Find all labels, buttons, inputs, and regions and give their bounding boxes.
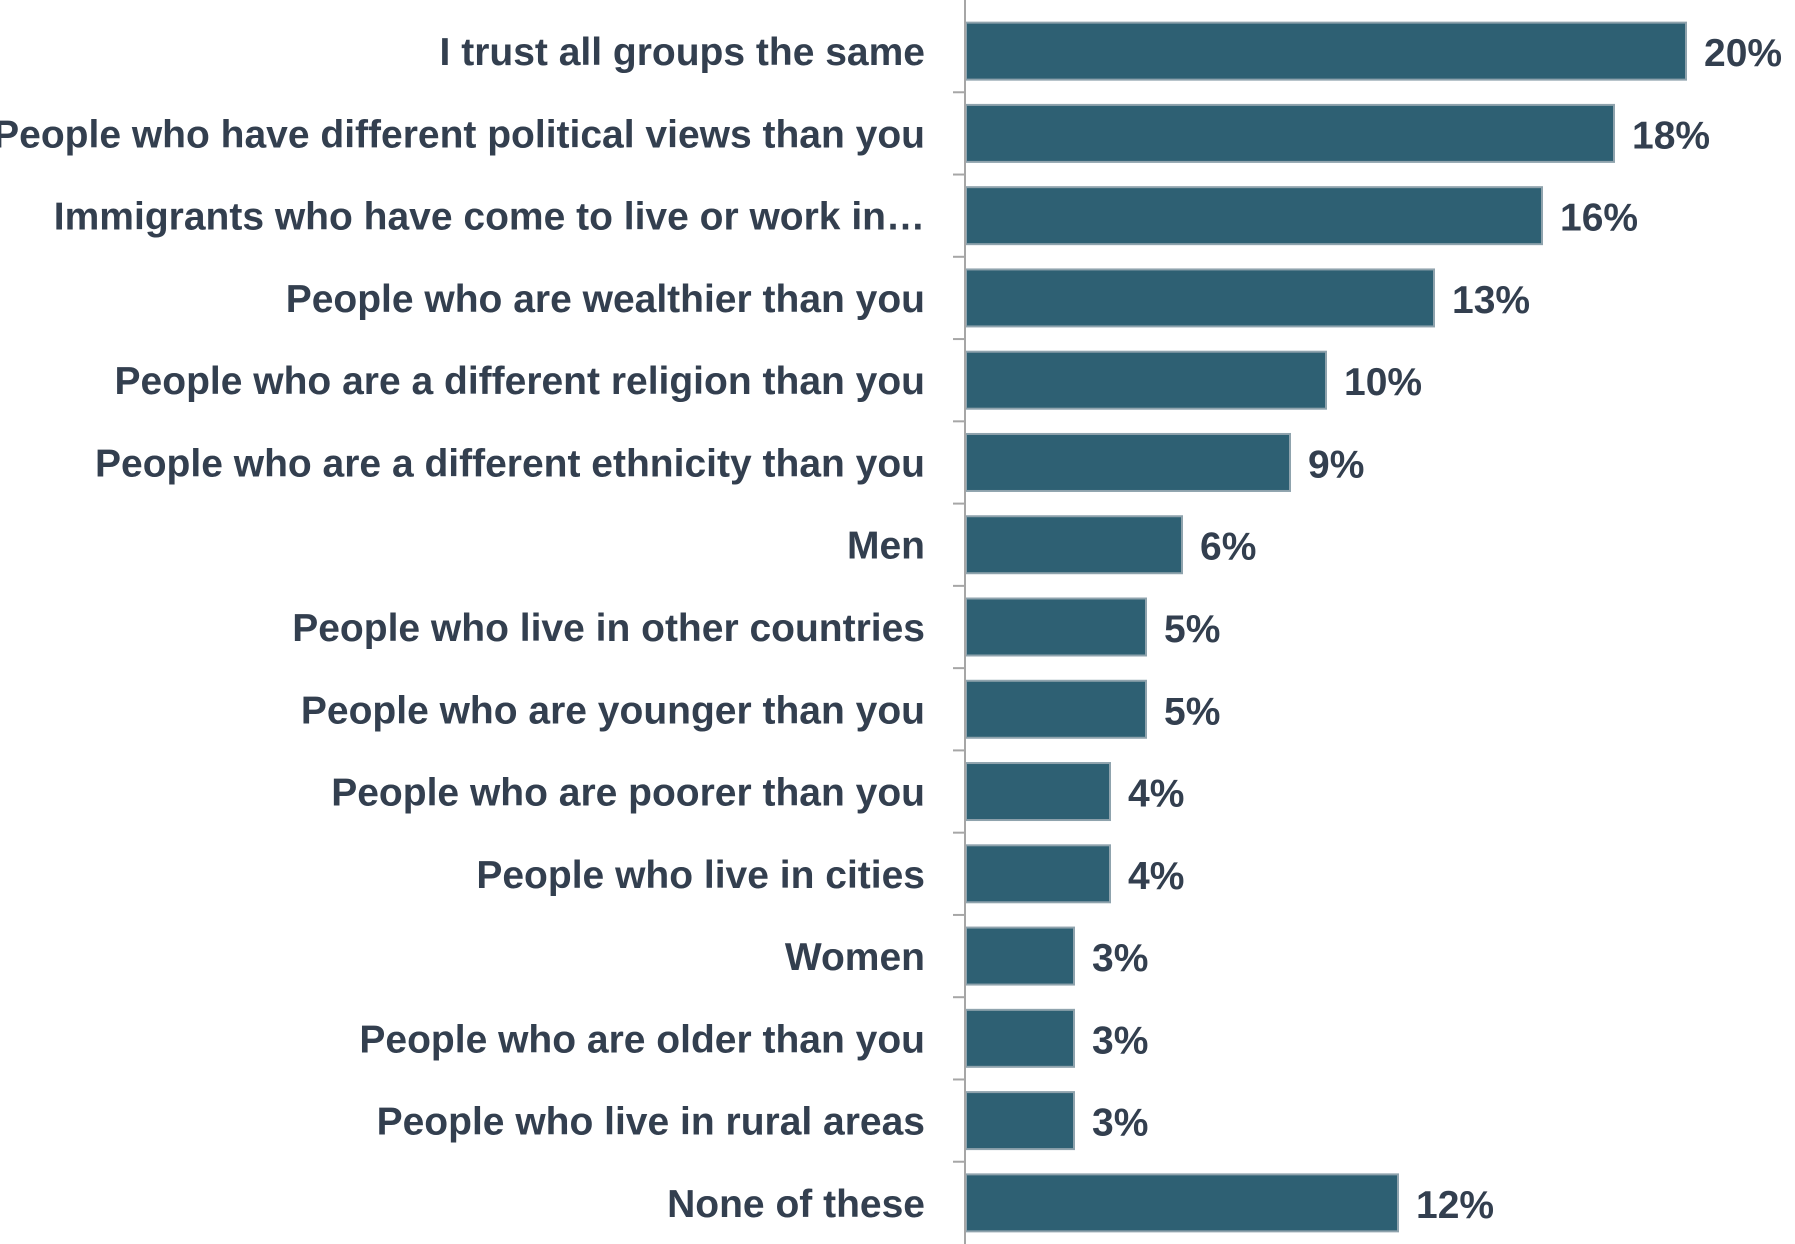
category-label: Women bbox=[785, 936, 925, 979]
bar bbox=[965, 186, 1543, 246]
value-label: 12% bbox=[1416, 1184, 1494, 1227]
bar bbox=[965, 679, 1147, 739]
bar bbox=[965, 1008, 1075, 1068]
bar bbox=[965, 844, 1111, 904]
value-label: 3% bbox=[1092, 1102, 1148, 1145]
category-label: People who have different political view… bbox=[0, 113, 925, 156]
category-label: People who live in rural areas bbox=[377, 1101, 925, 1144]
bar bbox=[965, 1091, 1075, 1151]
bar bbox=[965, 350, 1327, 410]
category-label: People who are a different ethnicity tha… bbox=[95, 442, 925, 485]
value-label: 5% bbox=[1164, 608, 1220, 651]
category-labels: I trust all groups the same People who ha… bbox=[0, 31, 925, 1226]
value-label: 3% bbox=[1092, 1019, 1148, 1062]
value-labels: 20% 18% 16% 13% 10% 9% 6% 5% 5% 4% 4% 3% 3% 3% 12% bbox=[1092, 32, 1782, 1227]
category-axis bbox=[953, 0, 966, 1244]
value-label: 4% bbox=[1128, 773, 1184, 816]
bar bbox=[965, 762, 1111, 822]
value-label: 16% bbox=[1560, 197, 1638, 240]
bar bbox=[965, 515, 1183, 575]
bars-layer bbox=[965, 21, 1687, 1233]
bar bbox=[965, 1173, 1399, 1233]
bar bbox=[965, 268, 1435, 328]
bar bbox=[965, 926, 1075, 986]
value-label: 4% bbox=[1128, 855, 1184, 898]
category-label: People who are older than you bbox=[359, 1018, 925, 1061]
category-label: Immigrants who have come to live or work… bbox=[54, 196, 925, 239]
category-label: People who live in other countries bbox=[292, 607, 925, 650]
bar bbox=[965, 103, 1615, 163]
bar bbox=[965, 597, 1147, 657]
category-label: None of these bbox=[667, 1183, 925, 1226]
category-label: People who are poorer than you bbox=[331, 772, 925, 815]
category-label: Men bbox=[847, 525, 925, 568]
value-label: 10% bbox=[1344, 361, 1422, 404]
bar bbox=[965, 432, 1291, 492]
value-label: 5% bbox=[1164, 690, 1220, 733]
value-label: 6% bbox=[1200, 526, 1256, 569]
value-label: 18% bbox=[1632, 114, 1710, 157]
value-label: 9% bbox=[1308, 443, 1364, 486]
category-label: People who are a different religion than… bbox=[115, 360, 925, 403]
category-label: People who are younger than you bbox=[301, 689, 925, 732]
category-label: People who are wealthier than you bbox=[286, 278, 925, 321]
value-label: 13% bbox=[1452, 279, 1530, 322]
category-label: I trust all groups the same bbox=[440, 31, 925, 74]
bar bbox=[965, 21, 1687, 81]
category-label: People who live in cities bbox=[476, 854, 925, 897]
value-label: 3% bbox=[1092, 937, 1148, 980]
value-label: 20% bbox=[1704, 32, 1782, 75]
